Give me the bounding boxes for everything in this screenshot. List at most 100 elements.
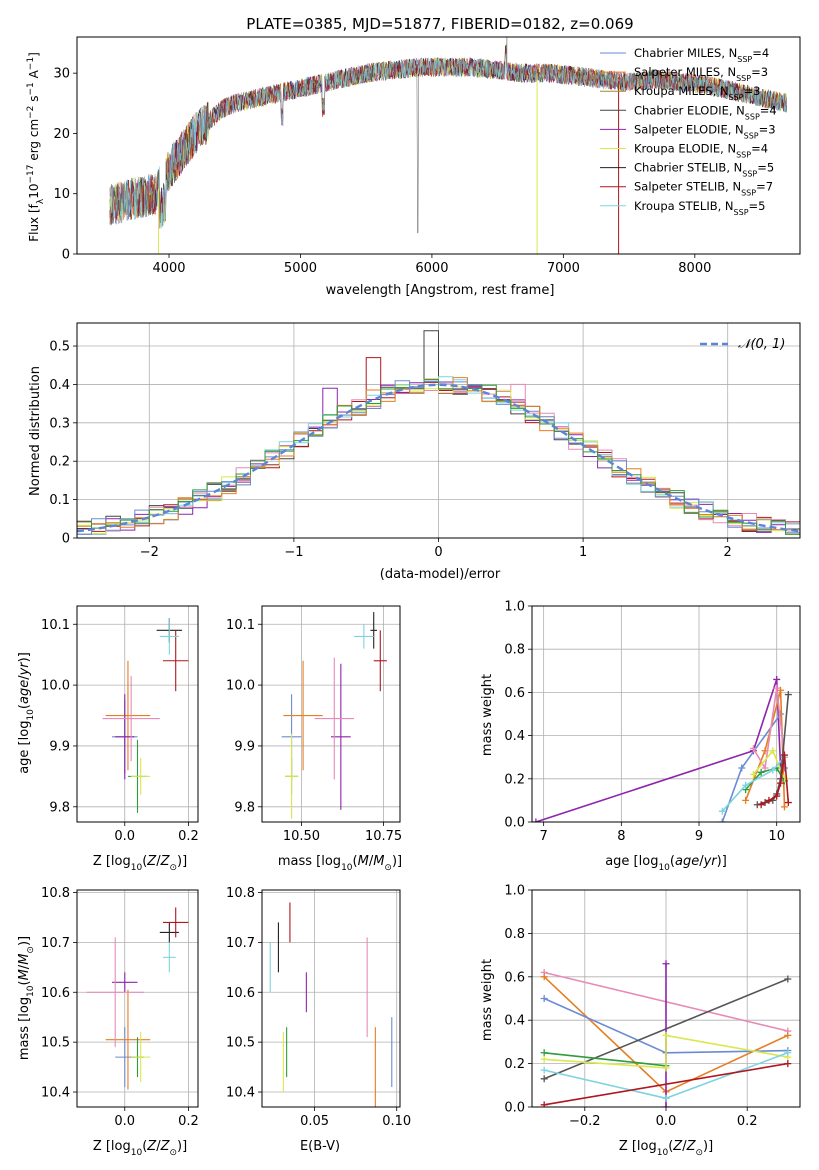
hist-series-step bbox=[77, 385, 800, 535]
legend-eq: =5 bbox=[749, 199, 766, 213]
weight-marker bbox=[765, 796, 773, 804]
wZ-ylabel: mass weight bbox=[480, 959, 495, 1041]
axes-frame bbox=[531, 605, 801, 823]
legend-label: Salpeter MILES, NSSP=3 bbox=[634, 65, 768, 83]
x-tick-label: 7000 bbox=[547, 261, 580, 276]
y-tick-label: 0.8 bbox=[504, 927, 525, 942]
weight-marker bbox=[540, 1101, 548, 1107]
legend-sub: SSP bbox=[736, 74, 751, 83]
y-tick-label: 10.0 bbox=[226, 679, 255, 694]
legend-sub: SSP bbox=[744, 131, 759, 140]
weight-marker bbox=[662, 1094, 670, 1102]
y-tick-label: 20 bbox=[53, 127, 70, 142]
y-tick-label: 10.4 bbox=[226, 1086, 255, 1101]
x-tick-label: 10 bbox=[768, 829, 785, 844]
weight-marker bbox=[540, 1055, 548, 1063]
y-tick-label: 9.9 bbox=[234, 739, 255, 754]
y-tick-label: 10.6 bbox=[226, 986, 255, 1001]
weight-marker bbox=[718, 807, 726, 815]
weight-marker bbox=[784, 1060, 792, 1068]
hist-series-step bbox=[77, 379, 800, 535]
weight-marker bbox=[773, 675, 781, 683]
y-tick-label: 0.2 bbox=[504, 772, 525, 787]
y-tick-label: 0.4 bbox=[504, 729, 525, 744]
y-tick-label: 10.5 bbox=[41, 1036, 70, 1051]
y-tick-label: 10.7 bbox=[41, 936, 70, 951]
weight-lines bbox=[540, 960, 792, 1107]
errorbars bbox=[269, 902, 393, 1107]
weight-marker bbox=[540, 1049, 548, 1057]
legend-sub: SSP bbox=[741, 188, 756, 197]
legend-eq: =3 bbox=[751, 65, 768, 79]
weight-series-line bbox=[535, 679, 782, 822]
spectrum-series-line bbox=[109, 53, 787, 228]
legend-label: Chabrier MILES, NSSP=4 bbox=[634, 46, 769, 64]
x-tick-label: 0.2 bbox=[737, 1114, 758, 1129]
legend-eq: =5 bbox=[757, 161, 774, 175]
y-tick-label: 9.8 bbox=[49, 800, 70, 815]
spectrum-title: PLATE=0385, MJD=51877, FIBERID=0182, z=0… bbox=[246, 15, 633, 33]
x-tick-label: 0.0 bbox=[114, 829, 135, 844]
legend-label: Chabrier ELODIE, NSSP=4 bbox=[634, 103, 777, 121]
x-tick-label: 0.10 bbox=[382, 1114, 411, 1129]
y-tick-label: 0 bbox=[62, 248, 70, 263]
x-tick-label: −1 bbox=[284, 545, 303, 560]
x-tick-label: 0.0 bbox=[656, 1114, 677, 1129]
weight-series-line bbox=[544, 1034, 788, 1069]
mass-vs-ebv-panel: 0.05 0.10 10.4 10.5 10.6 10.7 10.8 bbox=[226, 886, 411, 1129]
axes-frame bbox=[261, 605, 401, 823]
legend-sub: SSP bbox=[736, 150, 751, 159]
axes-frame bbox=[76, 36, 801, 255]
y-tick-label: 0.2 bbox=[504, 1057, 525, 1072]
x-tick-label: 0.0 bbox=[114, 1114, 135, 1129]
legend-sub: SSP bbox=[742, 169, 757, 178]
weight-series-line bbox=[544, 1062, 788, 1106]
errorbars bbox=[86, 907, 189, 1090]
weight-marker bbox=[769, 766, 777, 774]
weight-lines bbox=[532, 675, 792, 822]
errorbars bbox=[281, 612, 387, 819]
y-tick-label: 0.1 bbox=[49, 493, 70, 508]
y-tick-label: 0.5 bbox=[49, 340, 70, 355]
weight-marker bbox=[780, 751, 788, 759]
axes-frame bbox=[76, 322, 801, 539]
weight-marker bbox=[784, 1049, 792, 1057]
age-vs-mass-panel: 10.50 10.75 9.8 9.9 10.0 10.1 bbox=[226, 605, 402, 844]
spectrum-ylabel: Flux [fλ10−17 erg cm−2 s−1 A−1] bbox=[26, 52, 46, 242]
x-tick-label: 2 bbox=[724, 545, 732, 560]
legend-sub: SSP bbox=[737, 55, 752, 64]
y-tick-label: 10.1 bbox=[41, 618, 70, 633]
y-tick-label: 10.5 bbox=[226, 1036, 255, 1051]
spectrum-xlabel: wavelength [Angstrom, rest frame] bbox=[326, 283, 555, 298]
weight-marker bbox=[780, 803, 788, 811]
y-tick-label: 1.0 bbox=[504, 600, 525, 615]
weight-marker bbox=[540, 973, 548, 981]
x-tick-label: 10.75 bbox=[365, 829, 402, 844]
weight-marker bbox=[784, 799, 792, 807]
axes-frame bbox=[76, 605, 199, 823]
y-tick-label: 0.6 bbox=[504, 970, 525, 985]
legend-eq: =3 bbox=[744, 84, 761, 98]
x-tick-label: 4000 bbox=[152, 261, 185, 276]
y-tick-label: 0.4 bbox=[504, 1014, 525, 1029]
y-tick-label: 0.4 bbox=[49, 378, 70, 393]
weight-marker bbox=[777, 686, 785, 694]
weight-marker bbox=[749, 745, 757, 753]
x-tick-label: 0.2 bbox=[178, 1114, 199, 1129]
axes-frame bbox=[76, 889, 199, 1108]
weight-vs-Z-panel: −0.2 0.0 0.2 0.0 0.2 0.4 0.6 0.8 1.0 bbox=[504, 884, 801, 1129]
weight-marker bbox=[662, 960, 670, 968]
axes-frame bbox=[531, 889, 801, 1108]
ageM-xlabel: mass [log10(M/M⊙)] bbox=[278, 854, 402, 873]
legend-label: Salpeter ELODIE, NSSP=3 bbox=[634, 122, 776, 140]
x-tick-label: 8 bbox=[617, 829, 625, 844]
hist-steps bbox=[77, 330, 800, 535]
mZ-ylabel: mass [log10(M/M⊙)] bbox=[17, 936, 36, 1060]
legend-sub: SSP bbox=[745, 112, 760, 121]
x-tick-label: 1 bbox=[579, 545, 587, 560]
y-tick-label: 10.0 bbox=[41, 679, 70, 694]
x-tick-label: −2 bbox=[140, 545, 159, 560]
weight-marker bbox=[540, 1075, 548, 1083]
weight-marker bbox=[784, 1031, 792, 1039]
